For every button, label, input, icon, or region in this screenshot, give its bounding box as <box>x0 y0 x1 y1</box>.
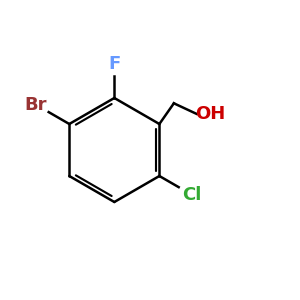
Text: Cl: Cl <box>182 186 201 204</box>
Text: OH: OH <box>195 105 225 123</box>
Text: F: F <box>108 55 121 73</box>
Text: Br: Br <box>25 96 47 114</box>
